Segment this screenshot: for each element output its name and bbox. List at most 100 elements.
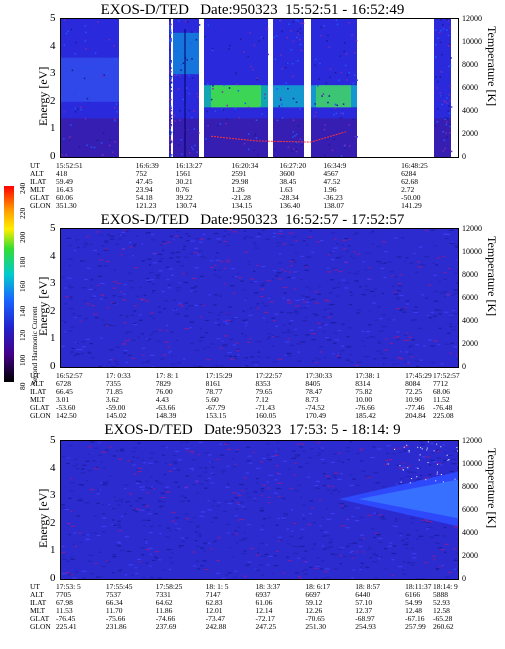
noise-pixel bbox=[348, 145, 351, 147]
noise-pixel bbox=[198, 441, 203, 444]
noise-pixel bbox=[233, 355, 238, 358]
noise-pixel bbox=[318, 346, 324, 348]
noise-pixel bbox=[217, 502, 221, 504]
noise-pixel bbox=[244, 565, 250, 567]
noise-pixel bbox=[353, 251, 356, 253]
noise-pixel bbox=[194, 531, 198, 533]
noise-pixel bbox=[231, 458, 234, 460]
noise-pixel bbox=[149, 279, 155, 281]
ephemeris-value: -70.65 bbox=[305, 614, 325, 623]
noise-pixel bbox=[170, 117, 173, 120]
ephemeris-column: 16:6:39 752 47.45 23.94 54.18 121.23 bbox=[136, 162, 159, 210]
noise-pixel bbox=[204, 567, 208, 569]
noise-pixel bbox=[422, 521, 426, 523]
ephemeris-value: 17:52:57 bbox=[433, 371, 460, 380]
noise-pixel bbox=[170, 252, 175, 254]
noise-pixel bbox=[231, 276, 236, 278]
noise-pixel bbox=[257, 154, 259, 156]
noise-pixel bbox=[190, 287, 196, 289]
noise-pixel bbox=[168, 268, 173, 270]
noise-pixel bbox=[448, 112, 451, 115]
noise-pixel bbox=[361, 562, 364, 565]
noise-pixel bbox=[161, 505, 165, 507]
noise-pixel bbox=[447, 267, 451, 270]
noise-pixel bbox=[274, 275, 279, 277]
ephemeris-value: 8405 bbox=[305, 379, 321, 388]
noise-pixel bbox=[176, 469, 181, 471]
noise-pixel bbox=[349, 361, 354, 363]
noise-pixel bbox=[87, 560, 92, 562]
noise-pixel bbox=[194, 304, 199, 306]
noise-pixel bbox=[355, 40, 358, 42]
noise-pixel bbox=[256, 478, 259, 480]
noise-pixel bbox=[134, 500, 140, 502]
noise-pixel bbox=[98, 551, 102, 553]
noise-pixel bbox=[125, 315, 129, 317]
noise-pixel bbox=[147, 487, 153, 489]
noise-pixel bbox=[199, 328, 203, 330]
noise-pixel bbox=[306, 244, 309, 246]
noise-pixel bbox=[412, 557, 417, 559]
noise-pixel bbox=[331, 149, 334, 152]
noise-pixel bbox=[416, 478, 421, 480]
noise-pixel bbox=[340, 473, 343, 475]
noise-pixel bbox=[189, 450, 195, 453]
noise-pixel bbox=[234, 533, 239, 535]
noise-pixel bbox=[85, 538, 90, 540]
noise-pixel bbox=[356, 253, 361, 255]
noise-pixel bbox=[282, 324, 286, 326]
noise-pixel bbox=[225, 355, 229, 357]
noise-pixel bbox=[146, 509, 151, 511]
noise-pixel bbox=[353, 273, 359, 275]
noise-pixel bbox=[142, 459, 145, 461]
noise-pixel bbox=[112, 519, 115, 521]
noise-pixel bbox=[90, 279, 94, 281]
noise-pixel bbox=[327, 308, 331, 310]
ephemeris-value: -36.23 bbox=[323, 193, 343, 202]
noise-pixel bbox=[237, 526, 241, 528]
noise-pixel bbox=[265, 544, 268, 546]
noise-pixel bbox=[287, 146, 290, 148]
noise-pixel bbox=[320, 447, 324, 449]
noise-pixel bbox=[255, 467, 261, 469]
noise-pixel bbox=[400, 237, 405, 239]
noise-pixel bbox=[213, 232, 219, 235]
noise-pixel bbox=[300, 255, 304, 258]
ephemeris-value: 66.34 bbox=[105, 598, 123, 607]
noise-pixel bbox=[447, 110, 450, 112]
noise-pixel bbox=[376, 350, 381, 352]
noise-pixel bbox=[457, 291, 458, 293]
noise-pixel bbox=[293, 474, 296, 476]
noise-pixel bbox=[348, 71, 350, 74]
noise-pixel bbox=[302, 301, 307, 303]
noise-pixel bbox=[147, 280, 152, 283]
noise-pixel bbox=[224, 230, 227, 232]
noise-pixel bbox=[380, 518, 386, 520]
noise-pixel bbox=[141, 298, 146, 300]
noise-pixel bbox=[138, 467, 143, 469]
noise-pixel bbox=[342, 103, 345, 105]
noise-pixel bbox=[296, 443, 300, 445]
noise-pixel bbox=[81, 260, 87, 262]
noise-pixel bbox=[212, 517, 218, 519]
noise-pixel bbox=[429, 521, 433, 523]
noise-pixel bbox=[335, 257, 341, 259]
noise-pixel bbox=[256, 236, 261, 238]
ephemeris-column: 17:52:57 7712 68.06 11.52 -76.48 225.08 bbox=[433, 372, 460, 420]
noise-pixel bbox=[340, 525, 346, 527]
noise-pixel bbox=[93, 146, 96, 149]
noise-pixel bbox=[406, 444, 408, 446]
noise-pixel bbox=[358, 545, 363, 548]
noise-pixel bbox=[402, 311, 407, 313]
noise-pixel bbox=[243, 477, 247, 479]
colorbar bbox=[4, 186, 14, 382]
noise-pixel bbox=[434, 534, 440, 537]
noise-pixel bbox=[439, 76, 442, 78]
noise-pixel bbox=[363, 345, 367, 347]
noise-pixel bbox=[142, 525, 146, 527]
noise-pixel bbox=[303, 307, 308, 309]
noise-pixel bbox=[133, 322, 137, 325]
noise-pixel bbox=[153, 488, 156, 490]
noise-pixel bbox=[444, 116, 447, 119]
noise-pixel bbox=[151, 290, 156, 292]
